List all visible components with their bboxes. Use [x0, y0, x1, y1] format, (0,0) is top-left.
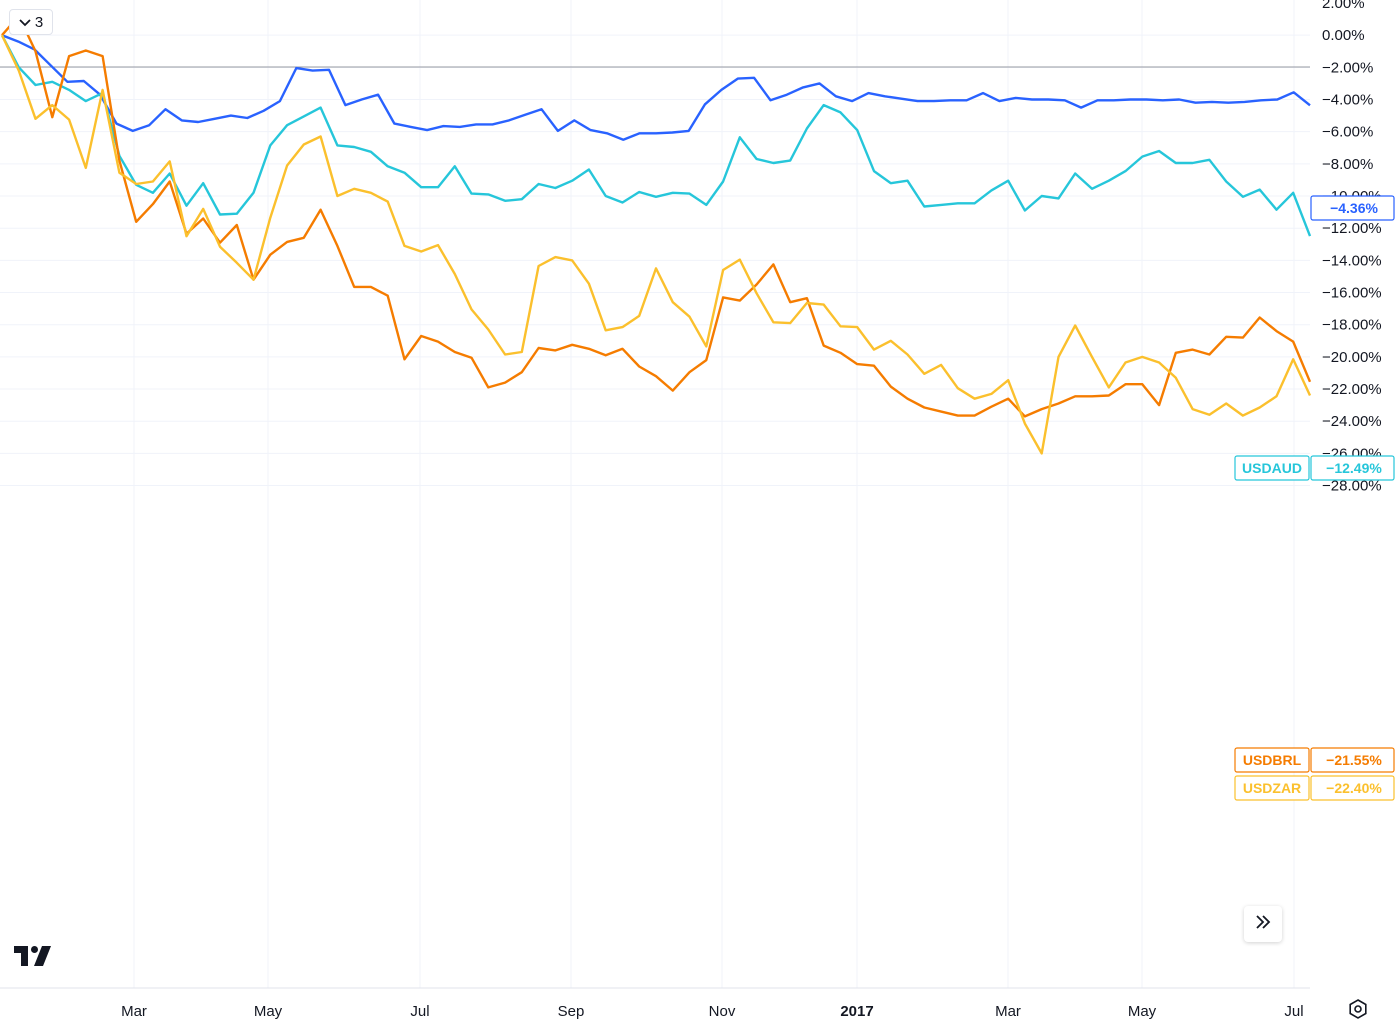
series-line-USDBRL — [1, 14, 1312, 418]
tradingview-logo-icon — [12, 943, 60, 969]
y-tick-label: −16.00% — [1322, 285, 1382, 302]
series-name-label: USDAUD — [1242, 460, 1302, 476]
last-value-tag — [1310, 747, 1395, 773]
last-value-tag — [1310, 195, 1395, 221]
last-value-label: −12.49% — [1326, 460, 1382, 476]
x-axis: Mar May Jul Sep Nov 2017 Mar May Jul — [121, 1003, 1304, 1020]
y-tick-label: −4.00% — [1322, 92, 1373, 109]
x-tick-label: Sep — [558, 1003, 585, 1020]
y-tick-label: −20.00% — [1322, 349, 1382, 366]
series-name-label: USDZAR — [1243, 780, 1301, 796]
y-tick-label: 2.00% — [1322, 0, 1365, 12]
x-tick-label: Nov — [709, 1003, 736, 1020]
x-tick-label: Jul — [410, 1003, 429, 1020]
last-value-label: −4.36% — [1330, 200, 1378, 216]
scroll-to-realtime-button[interactable] — [1244, 906, 1282, 942]
series-line-USDZAR — [0, 34, 1312, 455]
x-tick-label: Jul — [1284, 1003, 1303, 1020]
y-tick-label: −8.00% — [1322, 156, 1373, 173]
collapse-series-button[interactable]: 3 — [9, 9, 53, 35]
x-tick-label: Mar — [121, 1003, 147, 1020]
series-name-tag — [1234, 455, 1310, 481]
y-tick-label: −2.00% — [1322, 59, 1373, 76]
last-value-label: −21.55% — [1326, 752, 1382, 768]
price-tags: −4.36% −12.49% USDAUD −21.55% USDBRL −22.40% U… — [1234, 195, 1395, 801]
y-tick-label: −12.00% — [1322, 220, 1382, 237]
x-tick-label: 2017 — [840, 1003, 873, 1020]
chevron-down-icon — [19, 14, 31, 31]
series-name-tag — [1234, 747, 1310, 773]
grid-lines — [0, 0, 1310, 988]
series-line-USDAUD — [0, 34, 1312, 237]
y-tick-label: −28.00% — [1322, 478, 1382, 495]
series-name-tag — [1234, 775, 1310, 801]
last-value-tag — [1310, 455, 1395, 481]
y-tick-label: −24.00% — [1322, 413, 1382, 430]
y-tick-label: −6.00% — [1322, 124, 1373, 141]
double-chevron-right-icon — [1255, 914, 1271, 934]
y-tick-label: 0.00% — [1322, 27, 1365, 44]
x-tick-label: May — [1128, 1003, 1157, 1020]
settings-gear-icon[interactable] — [1345, 997, 1371, 1021]
y-tick-label: −14.00% — [1322, 252, 1382, 269]
series-line-series-0 — [1, 34, 1311, 141]
x-tick-label: Mar — [995, 1003, 1021, 1020]
y-tick-label: −18.00% — [1322, 317, 1382, 334]
y-tick-label: −22.00% — [1322, 381, 1382, 398]
y-axis: 2.00%0.00%−2.00%−4.00%−6.00%−8.00%−10.00… — [1322, 0, 1382, 495]
series-name-label: USDBRL — [1243, 752, 1302, 768]
series-lines — [0, 14, 1312, 455]
x-tick-label: May — [254, 1003, 283, 1020]
series-count: 3 — [34, 13, 44, 31]
last-value-label: −22.40% — [1326, 780, 1382, 796]
last-value-tag — [1310, 775, 1395, 801]
